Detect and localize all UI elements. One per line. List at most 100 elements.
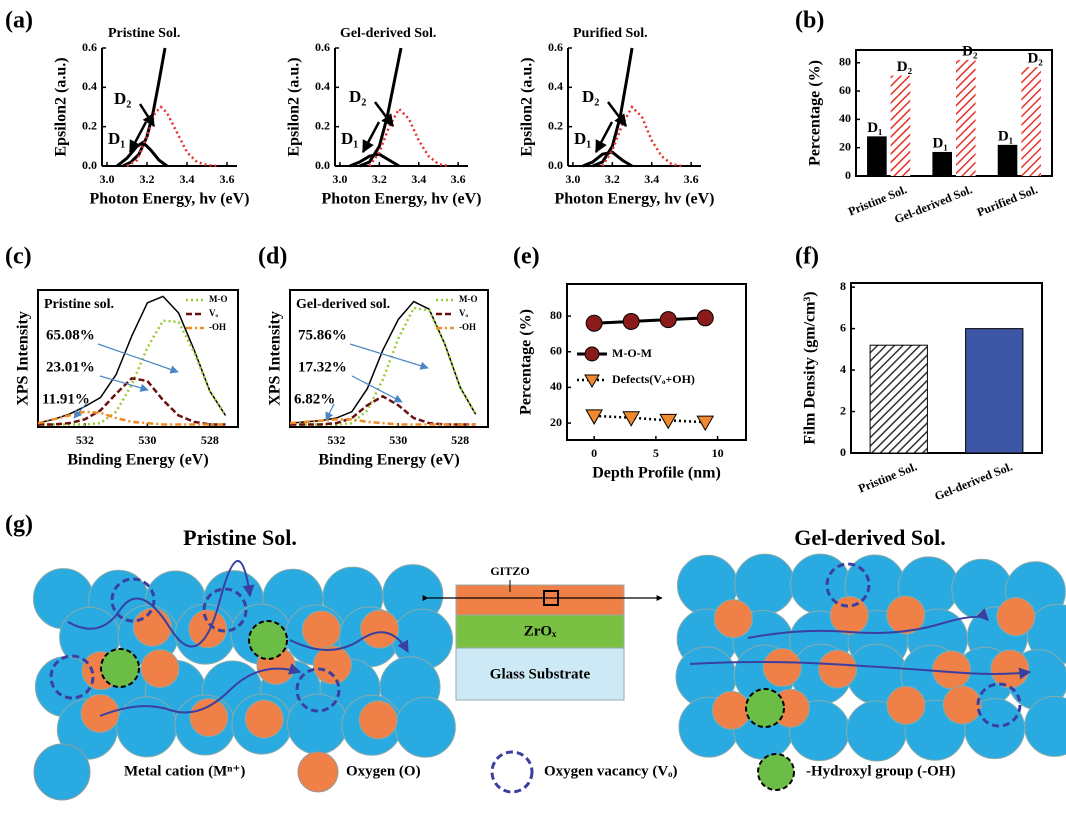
legend-icon: [33, 743, 91, 801]
plot-frame: [289, 289, 489, 428]
oxygen-vacancy: [110, 577, 156, 623]
y-tick-label: 40: [550, 379, 562, 393]
y-axis-label: XPS Intensity: [15, 311, 32, 406]
series-line: [601, 104, 682, 168]
conduction-path: [689, 661, 1032, 680]
x-tick-label: Purified Sol.: [975, 182, 1040, 219]
series-line: [116, 140, 168, 168]
oxygen: [188, 609, 228, 649]
plot-frame: [37, 289, 239, 428]
oxygen: [886, 595, 926, 635]
point: [696, 415, 715, 432]
conduction-path: [99, 663, 302, 717]
y-tick-label: 0.2: [548, 118, 563, 132]
oxygen: [312, 645, 352, 685]
annotation-arrow: [361, 121, 381, 154]
panel-label: (d): [258, 244, 287, 270]
x-tick-label: 530: [389, 433, 407, 447]
annotation-arrow: [594, 121, 614, 154]
x-tick-label: 530: [138, 433, 156, 447]
bar: [932, 151, 952, 176]
annotation-arrow: [374, 101, 394, 127]
panel-label: (b): [795, 8, 824, 34]
y-tick-label: 0.4: [548, 79, 563, 93]
y-tick-label: 0.6: [548, 40, 563, 54]
y-axis-label: Epsilon2 (a.u.): [286, 57, 303, 156]
y-tick-label: 0.6: [82, 40, 97, 54]
series-line: [594, 316, 706, 325]
conduction-path: [747, 608, 989, 639]
oxygen: [189, 698, 229, 738]
y-tick-label: 0: [845, 168, 851, 182]
oxygen: [818, 649, 858, 689]
oxygen: [244, 699, 284, 739]
series-line: [37, 410, 226, 426]
chart-title: Pristine sol.: [44, 297, 114, 312]
annotation: 17.32%: [298, 359, 347, 375]
legend-label: -OH: [459, 322, 476, 332]
hydroxyl: [100, 648, 140, 688]
x-tick-label: 532: [327, 433, 345, 447]
y-tick-label: 4: [840, 362, 846, 376]
legend-marker: [584, 374, 600, 388]
layer-label: Glass Substrate: [490, 666, 591, 682]
annotation: 11.91%: [42, 391, 90, 407]
x-axis-label: Photon Energy, hv (eV): [555, 191, 715, 208]
legend-label: Vₒ: [459, 308, 468, 318]
annotation-arrow: [73, 403, 87, 419]
x-tick-label: 3.6: [451, 172, 466, 186]
legend-icon: [297, 751, 339, 793]
annotation: 6.82%: [294, 391, 335, 407]
x-tick-label: 532: [76, 433, 94, 447]
layer-label: GITZO: [490, 564, 529, 578]
series-line: [38, 377, 226, 426]
y-axis-label: Epsilon2 (a.u.): [53, 57, 70, 156]
x-tick-label: 3.6: [220, 172, 235, 186]
annotation: D₁: [108, 129, 125, 148]
chart: Purified Sol. 0.0 0.2 0.4 0.6 3.0 3.2 3.4 3.6 Eps…: [519, 26, 715, 207]
bar: [867, 136, 887, 176]
y-tick-label: 0.0: [315, 158, 330, 172]
chart: (c) Pristine sol. 532 530 528 XPS Intensity Bi…: [5, 244, 239, 469]
metal-cation: [286, 693, 348, 755]
conduction-path: [67, 560, 255, 648]
point: [622, 411, 641, 427]
legend-label: M-O: [209, 294, 228, 304]
y-tick-label: 0.0: [82, 158, 97, 172]
oxygen-vacancy: [976, 682, 1022, 728]
x-tick-label: 3.2: [372, 172, 387, 186]
legend-marker: [584, 346, 600, 362]
legend-label: Oxygen vacancy (Vₒ): [544, 763, 677, 779]
bar-label: D₂: [1027, 50, 1043, 66]
x-tick-label: 3.4: [180, 172, 195, 186]
panel-label: (f): [795, 244, 819, 270]
y-tick-label: 60: [550, 343, 562, 357]
bar: [869, 344, 928, 454]
oxygen: [80, 693, 120, 733]
legend-label: M-O-M: [612, 346, 652, 360]
annotation: D₂: [349, 87, 366, 106]
chart-title: Gel-derived Sol.: [340, 26, 436, 41]
annotation: D₂: [582, 87, 599, 106]
chart-title: Pristine Sol.: [108, 26, 180, 41]
annotation-arrow: [325, 403, 335, 421]
x-tick-label: 3.6: [684, 172, 699, 186]
series-line: [368, 106, 449, 168]
series-line: [349, 152, 400, 168]
oxygen: [829, 595, 869, 635]
x-tick-label: 0: [591, 446, 597, 460]
y-tick-label: 0.6: [315, 40, 330, 54]
chart: (d) Gel-derived sol. 532 530 528 XPS Intensit…: [258, 244, 489, 469]
oxygen: [711, 690, 751, 730]
point: [696, 309, 714, 327]
x-tick-label: 3.0: [565, 172, 580, 186]
bar-label: D₁: [867, 120, 882, 136]
glass-layer: [455, 647, 625, 701]
series-line: [359, 47, 403, 168]
chart: (e) 20 40 60 80 0 5 10 Percentage (%) Depth Profi…: [513, 244, 747, 482]
structure-diagram: (g) Pristine Sol. Gel-derived Sol. GITZO…: [5, 512, 1066, 801]
y-tick-label: 0.2: [82, 118, 97, 132]
oxygen: [996, 597, 1036, 637]
bar: [965, 328, 1024, 454]
